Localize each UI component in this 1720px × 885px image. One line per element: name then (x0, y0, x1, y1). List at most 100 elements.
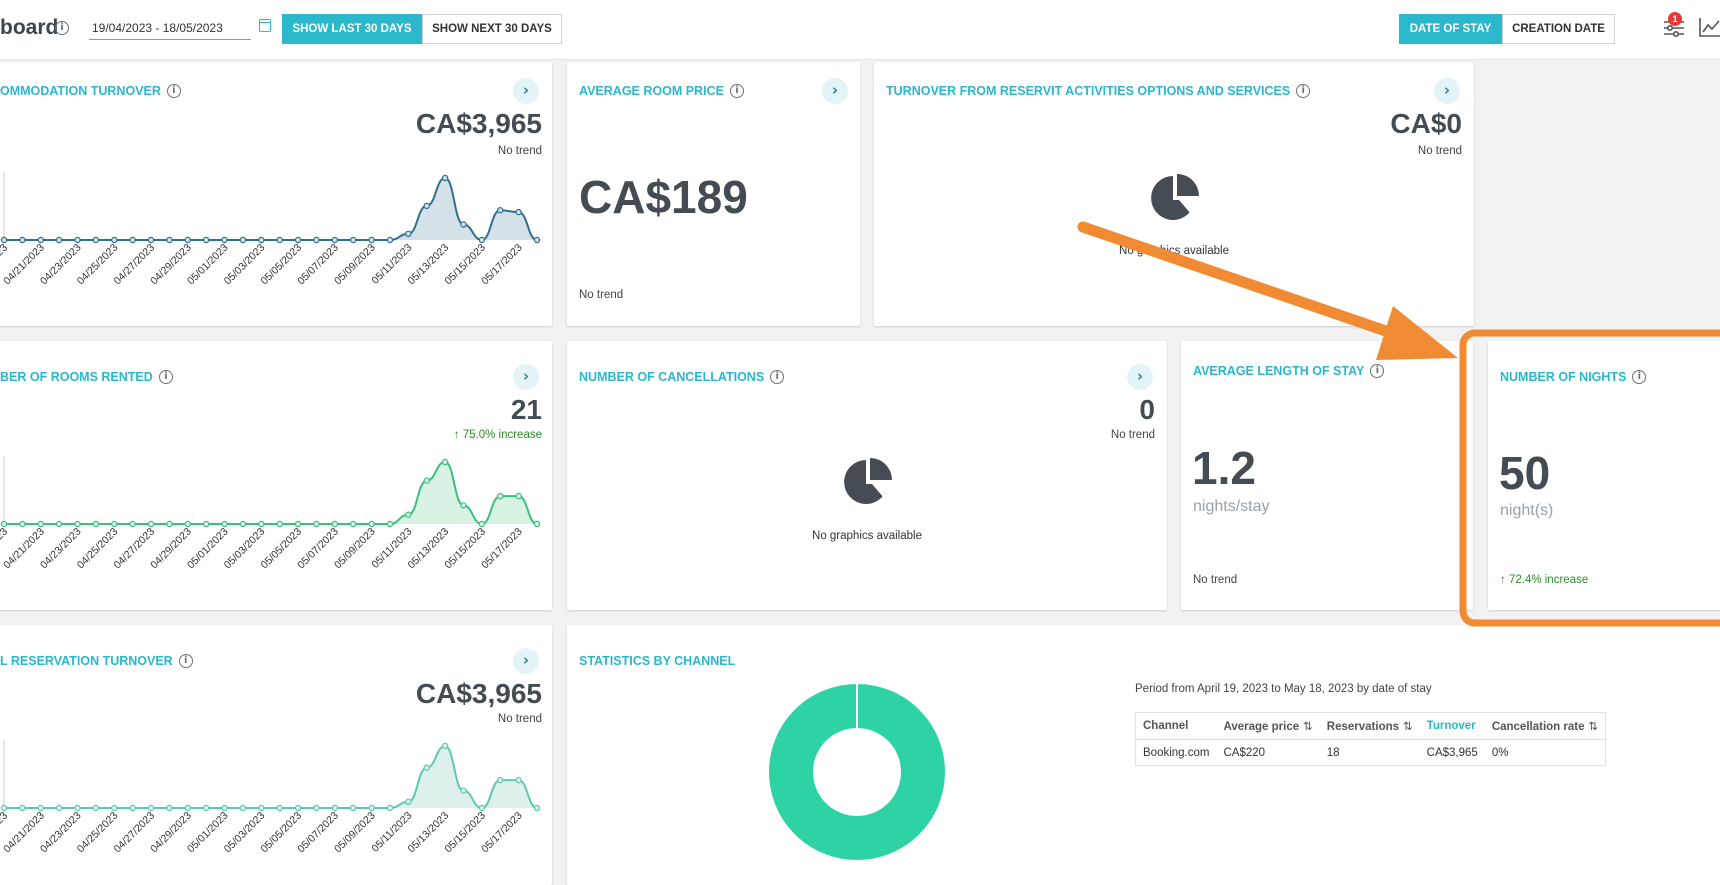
data-point[interactable] (441, 742, 449, 750)
chevron-right-icon[interactable]: › (822, 78, 848, 104)
data-point[interactable] (147, 236, 155, 244)
data-point[interactable] (19, 236, 26, 244)
data-point[interactable] (74, 236, 81, 244)
data-point[interactable] (478, 236, 486, 244)
col-average-price[interactable]: Average price ⇅ (1216, 712, 1320, 740)
data-point[interactable] (313, 804, 320, 812)
data-point[interactable] (331, 520, 339, 528)
data-point[interactable] (460, 221, 467, 228)
sort-icon[interactable]: ⇅ (1303, 719, 1313, 733)
data-point[interactable] (405, 511, 412, 518)
chevron-right-icon[interactable]: › (1127, 364, 1153, 390)
data-point[interactable] (0, 520, 8, 528)
data-point[interactable] (147, 804, 155, 812)
data-point[interactable] (221, 236, 228, 244)
info-icon[interactable]: i (158, 369, 173, 384)
chart-view-icon[interactable] (1698, 14, 1720, 40)
data-point[interactable] (405, 798, 412, 806)
chevron-right-icon[interactable]: › (513, 78, 539, 104)
data-point[interactable] (239, 236, 247, 244)
data-point[interactable] (423, 477, 430, 484)
show-next-30-days-button[interactable]: SHOW NEXT 30 DAYS (422, 14, 562, 44)
data-point[interactable] (74, 804, 81, 812)
data-point[interactable] (239, 520, 247, 528)
data-point[interactable] (276, 804, 283, 812)
data-point[interactable] (129, 804, 136, 812)
chevron-right-icon[interactable]: › (513, 648, 539, 674)
data-point[interactable] (55, 236, 63, 244)
calendar-icon[interactable] (259, 19, 271, 32)
date-of-stay-button[interactable]: DATE OF STAY (1399, 14, 1502, 44)
data-point[interactable] (0, 236, 8, 244)
data-point[interactable] (294, 804, 302, 812)
info-icon[interactable]: i (1296, 83, 1311, 98)
data-point[interactable] (184, 804, 191, 812)
info-icon[interactable]: i (178, 653, 193, 668)
data-point[interactable] (441, 174, 449, 182)
data-point[interactable] (423, 202, 430, 210)
chevron-right-icon[interactable]: › (513, 364, 539, 390)
data-point[interactable] (221, 520, 228, 528)
data-point[interactable] (386, 520, 394, 528)
data-point[interactable] (166, 804, 173, 812)
data-point[interactable] (515, 492, 522, 500)
data-point[interactable] (313, 520, 320, 528)
data-point[interactable] (350, 236, 357, 244)
data-point[interactable] (37, 236, 44, 244)
data-point[interactable] (368, 804, 375, 812)
data-point[interactable] (19, 520, 26, 528)
data-point[interactable] (533, 520, 541, 528)
data-point[interactable] (92, 804, 100, 812)
data-point[interactable] (386, 236, 394, 244)
data-point[interactable] (111, 520, 118, 528)
data-point[interactable] (276, 520, 283, 528)
data-point[interactable] (497, 776, 504, 784)
data-point[interactable] (350, 804, 357, 812)
data-point[interactable] (368, 236, 375, 244)
data-point[interactable] (258, 236, 265, 244)
data-point[interactable] (221, 804, 228, 812)
data-point[interactable] (405, 230, 412, 238)
sort-icon[interactable]: ⇅ (1588, 719, 1599, 733)
data-point[interactable] (166, 520, 173, 528)
info-icon[interactable]: i (1370, 363, 1385, 378)
info-icon[interactable]: i (729, 83, 744, 98)
sort-icon[interactable]: ⇅ (1403, 719, 1413, 733)
col-reservations[interactable]: Reservations ⇅ (1319, 712, 1420, 740)
col-cancellation-rate[interactable]: Cancellation rate ⇅ (1484, 712, 1606, 740)
data-point[interactable] (276, 236, 283, 244)
data-point[interactable] (368, 520, 375, 528)
data-point[interactable] (423, 764, 430, 771)
data-point[interactable] (331, 804, 339, 812)
data-point[interactable] (74, 520, 81, 528)
data-point[interactable] (129, 520, 136, 528)
data-point[interactable] (55, 804, 63, 812)
data-point[interactable] (184, 236, 191, 244)
date-range-input[interactable]: 19/04/2023 - 18/05/2023 (89, 18, 251, 40)
data-point[interactable] (294, 236, 302, 244)
data-point[interactable] (239, 804, 247, 812)
data-point[interactable] (313, 236, 320, 244)
info-icon[interactable]: i (55, 21, 69, 35)
data-point[interactable] (184, 520, 191, 528)
data-point[interactable] (111, 804, 118, 812)
data-point[interactable] (55, 520, 63, 528)
data-point[interactable] (37, 520, 44, 528)
data-point[interactable] (166, 236, 173, 244)
data-point[interactable] (350, 520, 357, 528)
data-point[interactable] (258, 520, 265, 528)
data-point[interactable] (478, 520, 486, 528)
info-icon[interactable]: i (166, 83, 181, 98)
data-point[interactable] (92, 520, 100, 528)
data-point[interactable] (441, 458, 449, 466)
data-point[interactable] (202, 236, 210, 244)
data-point[interactable] (37, 804, 44, 812)
data-point[interactable] (19, 804, 26, 812)
data-point[interactable] (202, 520, 210, 528)
show-last-30-days-button[interactable]: SHOW LAST 30 DAYS (282, 14, 422, 44)
data-point[interactable] (331, 236, 339, 244)
data-point[interactable] (147, 520, 155, 528)
data-point[interactable] (460, 787, 467, 794)
data-point[interactable] (0, 804, 8, 812)
chevron-right-icon[interactable]: › (1434, 78, 1460, 104)
